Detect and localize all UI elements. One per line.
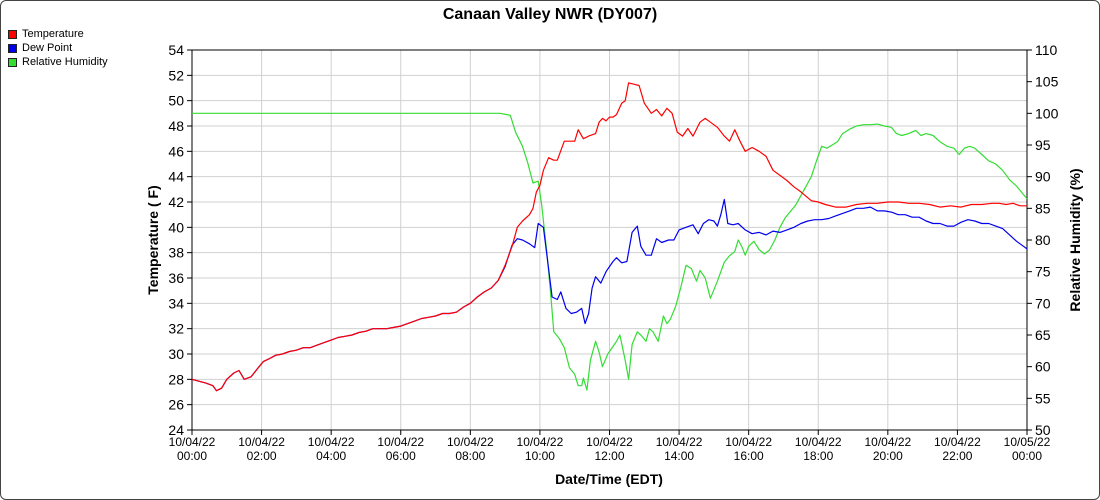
legend-item-relative-humidity[interactable]: Relative Humidity	[8, 55, 108, 69]
y-tick-label-right: 95	[1035, 137, 1051, 153]
legend-item-dew-point[interactable]: Dew Point	[8, 41, 108, 55]
x-tick-label-date: 10/04/22	[308, 435, 355, 449]
x-tick-label-time: 12:00	[594, 449, 624, 463]
y-tick-label-left: 24	[168, 422, 184, 438]
legend: Temperature Dew Point Relative Humidity	[8, 27, 108, 69]
y-tick-label-right: 60	[1035, 359, 1051, 375]
y-tick-label-right: 65	[1035, 327, 1051, 343]
y-tick-label-right: 110	[1035, 42, 1058, 58]
x-tick-label-time: 22:00	[942, 449, 972, 463]
y-tick-label-right: 50	[1035, 422, 1051, 438]
y-tick-label-left: 54	[168, 42, 184, 58]
x-tick-label-date: 10/04/22	[238, 435, 285, 449]
x-tick-label-time: 04:00	[316, 449, 346, 463]
series-line-temperature	[191, 82, 1027, 392]
x-tick-label-time: 06:00	[386, 449, 416, 463]
x-tick-label-date: 10/05/22	[1004, 435, 1051, 449]
y-tick-label-left: 36	[168, 270, 184, 286]
y-tick-label-left: 26	[168, 397, 184, 413]
y-tick-label-left: 44	[168, 169, 184, 185]
x-tick-label-time: 16:00	[734, 449, 764, 463]
y-tick-label-left: 30	[168, 346, 184, 362]
grid-lines	[191, 49, 1028, 431]
axes	[187, 49, 1032, 435]
legend-label-relative-humidity: Relative Humidity	[22, 56, 108, 68]
y-tick-label-right: 85	[1035, 200, 1051, 216]
legend-swatch-dew-point	[8, 43, 17, 53]
x-tick-label-date: 10/04/22	[517, 435, 564, 449]
x-tick-label-time: 20:00	[873, 449, 903, 463]
x-tick-label-time: 10:00	[525, 449, 555, 463]
series-lines	[191, 82, 1028, 392]
legend-swatch-temperature	[8, 29, 17, 39]
y-tick-label-right: 105	[1035, 74, 1059, 90]
y-tick-label-left: 50	[168, 93, 184, 109]
y-tick-label-left: 52	[168, 67, 184, 83]
y-tick-label-right: 90	[1035, 169, 1051, 185]
y-tick-label-left: 42	[168, 194, 184, 210]
y-axis-title-right: Relative Humidity (%)	[1067, 168, 1083, 311]
legend-label-dew-point: Dew Point	[22, 42, 73, 54]
legend-swatch-relative-humidity	[8, 57, 17, 67]
y-axis-title-left: Temperature ( F)	[145, 185, 161, 294]
x-tick-label-time: 14:00	[664, 449, 694, 463]
x-tick-label-date: 10/04/22	[447, 435, 494, 449]
plot-border	[191, 49, 1028, 431]
y-tick-label-left: 40	[168, 219, 184, 235]
x-axis-title: Date/Time (EDT)	[555, 471, 663, 487]
x-tick-label-date: 10/04/22	[725, 435, 772, 449]
chart-title: Canaan Valley NWR (DY007)	[443, 6, 657, 23]
y-tick-label-right: 55	[1035, 390, 1051, 406]
y-tick-label-right: 80	[1035, 232, 1051, 248]
x-tick-label-date: 10/04/22	[377, 435, 424, 449]
x-tick-label-time: 02:00	[247, 449, 277, 463]
y-tick-label-left: 46	[168, 143, 184, 159]
x-tick-label-date: 10/04/22	[864, 435, 911, 449]
legend-label-temperature: Temperature	[22, 28, 84, 40]
x-tick-label-date: 10/04/22	[795, 435, 842, 449]
y-tick-label-right: 100	[1035, 105, 1059, 121]
y-tick-label-right: 70	[1035, 295, 1051, 311]
y-tick-label-left: 34	[168, 295, 184, 311]
x-tick-label-time: 00:00	[1012, 449, 1042, 463]
tick-labels: 24 26 28 30 32 34 36 38 40 42 44 46 48 50 52 54 50 55 60 65…	[168, 42, 1058, 463]
y-tick-label-left: 38	[168, 245, 184, 261]
series-line-relative-humidity	[192, 112, 1028, 391]
legend-item-temperature[interactable]: Temperature	[8, 27, 108, 41]
y-tick-label-right: 75	[1035, 264, 1051, 280]
x-tick-label-time: 00:00	[177, 449, 207, 463]
y-tick-label-left: 28	[168, 371, 184, 387]
x-tick-label-date: 10/04/22	[586, 435, 633, 449]
x-tick-label-date: 10/04/22	[169, 435, 216, 449]
y-tick-label-left: 32	[168, 321, 184, 337]
x-tick-label-time: 18:00	[803, 449, 833, 463]
x-tick-label-time: 08:00	[455, 449, 485, 463]
x-tick-label-date: 10/04/22	[656, 435, 703, 449]
x-tick-label-date: 10/04/22	[934, 435, 981, 449]
y-tick-label-left: 48	[168, 118, 184, 134]
